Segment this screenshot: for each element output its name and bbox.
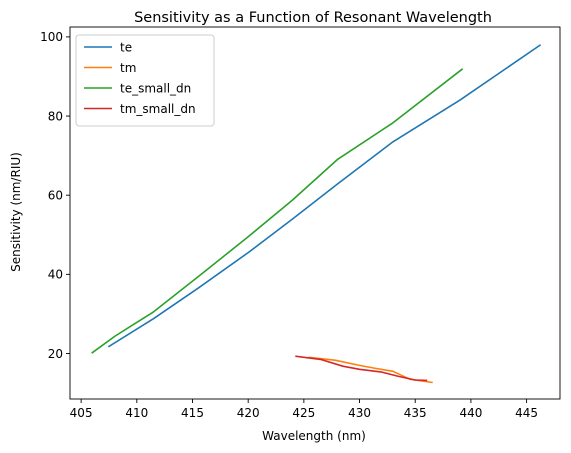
plot-frame xyxy=(69,26,561,400)
y-tick-label: 40 xyxy=(48,268,63,282)
legend-label-tm_small_dn: tm_small_dn xyxy=(120,102,196,116)
x-tick-label: 420 xyxy=(237,406,260,420)
x-tick-label: 440 xyxy=(459,406,482,420)
chart-title: Sensitivity as a Function of Resonant Wa… xyxy=(134,10,492,26)
legend-label-te_small_dn: te_small_dn xyxy=(120,81,191,95)
y-tick-label: 80 xyxy=(48,109,63,123)
x-tick-label: 425 xyxy=(292,406,315,420)
series-line-te xyxy=(107,44,542,348)
x-axis-label: Wavelength (nm) xyxy=(262,429,366,443)
x-tick-label: 410 xyxy=(125,406,148,420)
x-tick-label: 405 xyxy=(70,406,93,420)
legend: te tm te_small_dn tm_small_dn xyxy=(75,34,215,127)
y-axis-label: Sensitivity (nm/RIU) xyxy=(9,152,23,272)
x-tick-label: 445 xyxy=(515,406,538,420)
legend-label-te: te xyxy=(120,40,132,54)
legend-box xyxy=(75,34,215,127)
series-line-tm_small_dn xyxy=(295,355,428,382)
x-tick-label: 415 xyxy=(181,406,204,420)
x-tick-label: 435 xyxy=(404,406,427,420)
x-axis: 405 410 415 420 425 430 435 440 445 xyxy=(70,399,538,420)
x-tick-label: 430 xyxy=(348,406,371,420)
series-line-te_small_dn xyxy=(91,68,464,354)
y-axis: 20 40 60 80 100 xyxy=(40,30,70,361)
legend-label-tm: tm xyxy=(120,61,136,75)
y-tick-label: 20 xyxy=(48,347,63,361)
y-tick-label: 60 xyxy=(48,188,63,202)
plot-area xyxy=(91,44,542,384)
y-tick-label: 100 xyxy=(40,30,63,44)
